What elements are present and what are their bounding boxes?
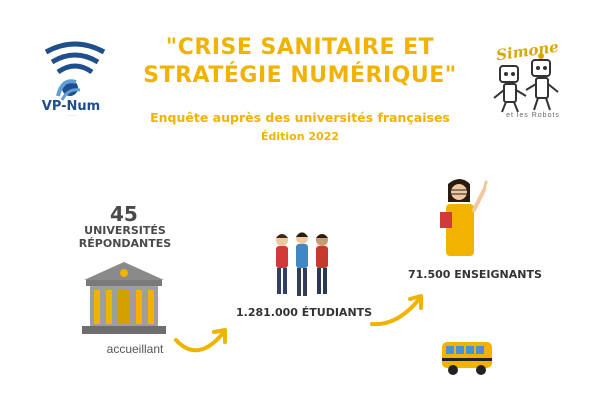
curved-arrow-icon [370,294,423,327]
universities-caption: accueillant [106,342,164,356]
simone-logo-subtitle: et les Robots [506,112,560,119]
subtitle: Enquête auprès des universités française… [150,110,450,125]
universities-label-line-2: RÉPONDANTES [78,237,172,250]
title-line-2: STRATÉGIE NUMÉRIQUE" [143,63,457,88]
students-stat: 1.281.000 ÉTUDIANTS [236,306,373,319]
teacher-icon [440,179,488,256]
universities-count: 45 [110,202,138,226]
title-line-1: "CRISE SANITAIRE ET [165,35,435,60]
university-building-icon [82,262,166,334]
vpnum-tagline: ········ [67,114,77,118]
vpnum-logo-icon [44,41,106,101]
curved-arrow-icon [174,328,227,353]
vpnum-logo-text: VP-Num [41,99,101,114]
school-bus-icon [442,342,492,375]
page-title: "CRISE SANITAIRE ET STRATÉGIE NUMÉRIQUE" [110,34,490,90]
teachers-stat: 71.500 ENSEIGNANTS [408,268,542,281]
universities-label: UNIVERSITÉS RÉPONDANTES [70,224,180,250]
universities-label-line-1: UNIVERSITÉS [84,224,166,237]
simone-robots-logo-icon [493,53,559,113]
students-group-icon [276,232,328,296]
edition-label: Édition 2022 [260,130,340,143]
